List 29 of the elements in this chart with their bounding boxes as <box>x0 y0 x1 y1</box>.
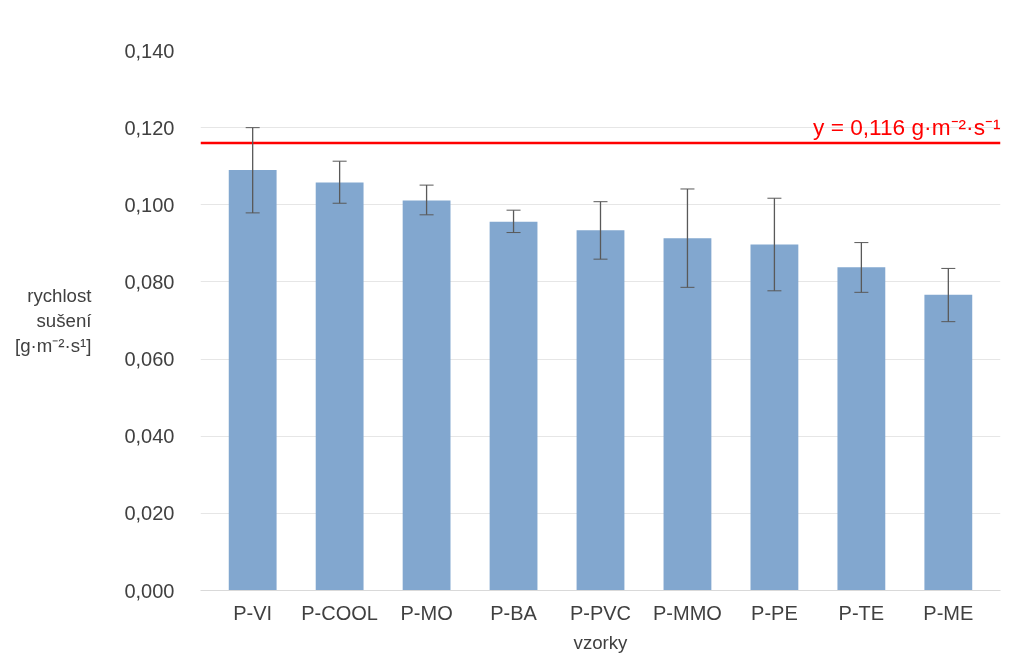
x-tick-label: P-ME <box>923 601 974 624</box>
x-tick-label: P-PVC <box>569 601 632 624</box>
y-tick-label: 0,100 <box>124 193 175 216</box>
x-axis-title: vzorky <box>573 631 629 653</box>
y-tick-label: 0,080 <box>124 270 175 293</box>
y-tick-label: 0,020 <box>124 502 175 525</box>
y-tick-label: 0,060 <box>124 348 175 371</box>
bar <box>576 230 625 591</box>
ref-line-label: y = 0,116 g·m⁻²·s⁻¹ <box>813 114 1001 141</box>
y-tick-label: 0,120 <box>124 116 175 139</box>
x-tick-label: P-COOL <box>301 601 378 624</box>
x-tick-label: P-MMO <box>653 601 722 624</box>
x-tick-label: P-MO <box>400 601 453 624</box>
y-tick-label: 0,140 <box>124 39 175 62</box>
x-tick-label: P-VI <box>233 601 273 624</box>
bar <box>402 200 451 591</box>
y-axis-title: rychlost sušení [g·m⁻²·s¹] <box>14 284 93 357</box>
bar <box>663 238 712 591</box>
y-tick-label: 0,000 <box>124 579 175 602</box>
bar <box>315 182 364 591</box>
bar <box>924 294 973 591</box>
bar <box>228 170 277 591</box>
bar <box>837 267 886 591</box>
bar <box>750 244 799 591</box>
bar <box>489 221 538 591</box>
y-tick-label: 0,040 <box>124 425 175 448</box>
x-tick-label: P-PE <box>751 601 798 624</box>
x-tick-label: P-TE <box>838 601 885 624</box>
x-tick-label: P-BA <box>490 601 538 624</box>
